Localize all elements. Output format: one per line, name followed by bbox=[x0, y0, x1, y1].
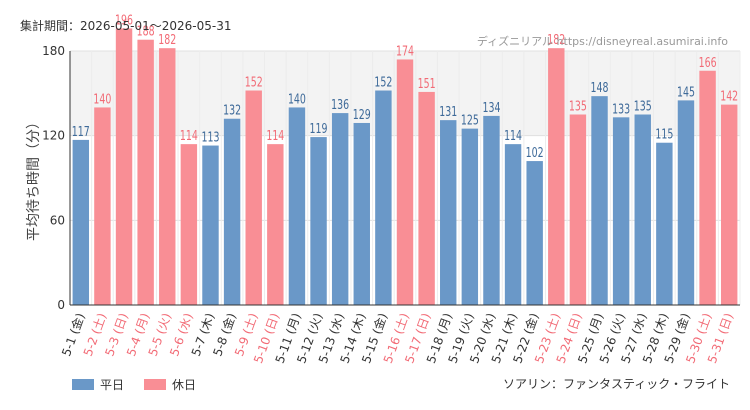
bar bbox=[245, 90, 262, 305]
value-label: 140 bbox=[93, 91, 111, 107]
x-tick-labels: 5-1 (金)5-2 (土)5-3 (日)5-4 (月)5-5 (火)5-6 (… bbox=[58, 311, 736, 365]
value-label: 117 bbox=[72, 123, 90, 139]
bar bbox=[202, 145, 219, 305]
bar bbox=[418, 91, 435, 305]
y-axis-label: 平均待ち時間（分） bbox=[26, 115, 42, 241]
bar bbox=[180, 144, 198, 305]
value-label: 113 bbox=[201, 129, 219, 145]
bar bbox=[699, 70, 716, 305]
value-label: 133 bbox=[612, 101, 630, 117]
bar bbox=[288, 107, 306, 305]
value-label: 114 bbox=[504, 127, 522, 143]
legend: 平日 休日 bbox=[72, 376, 216, 393]
value-label: 135 bbox=[634, 98, 652, 114]
value-label: 140 bbox=[288, 91, 306, 107]
bar bbox=[569, 114, 587, 305]
bar bbox=[115, 28, 133, 306]
bar bbox=[612, 117, 630, 305]
legend-swatch-holiday bbox=[144, 379, 167, 390]
value-label: 174 bbox=[396, 43, 414, 59]
bar bbox=[548, 48, 565, 306]
legend-swatch-weekday bbox=[72, 379, 94, 390]
value-label: 142 bbox=[720, 88, 738, 104]
value-label: 196 bbox=[115, 12, 133, 28]
bar bbox=[677, 100, 695, 305]
bar bbox=[159, 48, 176, 306]
bar bbox=[526, 161, 543, 305]
bar bbox=[461, 128, 479, 305]
y-tick-label: 0 bbox=[57, 298, 65, 312]
value-label: 114 bbox=[266, 127, 284, 143]
bar bbox=[375, 90, 392, 305]
axes bbox=[69, 51, 740, 306]
bar bbox=[94, 107, 111, 305]
value-label: 145 bbox=[677, 84, 695, 100]
value-label: 188 bbox=[137, 23, 155, 39]
value-label: 119 bbox=[310, 120, 328, 136]
value-label: 148 bbox=[591, 79, 609, 95]
bar bbox=[483, 115, 500, 306]
value-label: 115 bbox=[655, 126, 673, 142]
value-label: 132 bbox=[223, 102, 241, 118]
value-label: 182 bbox=[158, 31, 176, 47]
value-label: 151 bbox=[418, 75, 436, 91]
bar bbox=[656, 142, 673, 305]
value-label: 114 bbox=[180, 127, 198, 143]
value-label: 152 bbox=[374, 74, 392, 90]
value-label: 135 bbox=[569, 98, 587, 114]
bar bbox=[396, 59, 414, 305]
bar bbox=[440, 120, 457, 306]
y-tick-labels: 0 60 120 180 bbox=[42, 44, 65, 312]
legend-item-holiday: 休日 bbox=[144, 376, 196, 393]
bar bbox=[310, 137, 327, 305]
legend-label-holiday: 休日 bbox=[172, 378, 197, 392]
bar bbox=[72, 139, 90, 305]
value-label: 182 bbox=[547, 31, 565, 47]
value-label: 131 bbox=[439, 103, 457, 119]
y-tick-label: 180 bbox=[42, 44, 65, 58]
site-watermark: ディズニリアル https://disneyreal.asumirai.info bbox=[476, 35, 728, 48]
bar bbox=[634, 114, 651, 305]
y-tick-label: 120 bbox=[42, 129, 65, 143]
bar bbox=[223, 118, 241, 305]
bar bbox=[353, 122, 370, 305]
bar bbox=[591, 96, 608, 306]
legend-item-weekday: 平日 bbox=[72, 376, 124, 393]
value-label: 134 bbox=[482, 99, 500, 115]
bar bbox=[267, 144, 284, 305]
value-label: 166 bbox=[699, 54, 717, 70]
legend-label-weekday: 平日 bbox=[100, 378, 125, 392]
value-label: 125 bbox=[461, 112, 479, 128]
value-label: 129 bbox=[353, 106, 371, 122]
value-label: 136 bbox=[331, 96, 349, 112]
value-label: 102 bbox=[526, 144, 544, 160]
y-tick-label: 60 bbox=[50, 213, 65, 227]
bar bbox=[504, 144, 522, 305]
value-label: 152 bbox=[245, 74, 263, 90]
period-label: 集計期間：2026-05-01～2026-05-31 bbox=[20, 19, 232, 33]
bar bbox=[331, 113, 349, 305]
bar bbox=[137, 39, 154, 305]
attraction-name: ソアリン：ファンタスティック・フライト bbox=[502, 377, 730, 391]
bars bbox=[72, 28, 738, 306]
bar bbox=[720, 104, 738, 305]
